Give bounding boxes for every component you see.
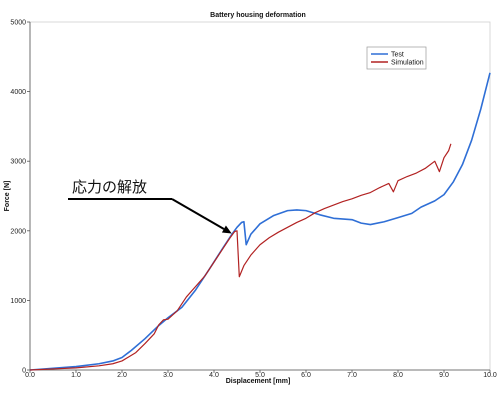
y-tick-label: 2000 bbox=[10, 228, 26, 235]
annotation-text: 応力の解放 bbox=[72, 178, 147, 196]
x-tick-label: 3.0 bbox=[163, 372, 173, 379]
legend: Test Simulation bbox=[366, 46, 427, 70]
x-tick-label: 7.0 bbox=[347, 372, 357, 379]
legend-label-simulation: Simulation bbox=[391, 60, 424, 67]
legend-label-test: Test bbox=[391, 52, 404, 59]
x-tick-label: 2.0 bbox=[117, 372, 127, 379]
y-tick-label: 3000 bbox=[10, 159, 26, 166]
y-tick-label: 4000 bbox=[10, 89, 26, 96]
annotation: 応力の解放 bbox=[68, 178, 232, 234]
x-tick-label: 8.0 bbox=[393, 372, 403, 379]
y-tick-label: 0 bbox=[22, 368, 26, 375]
x-axis-ticks: 0.0 1.0 2.0 3.0 4.0 5.0 6.0 7.0 8.0 9.0 10.0 bbox=[25, 370, 497, 379]
annotation-arrow bbox=[171, 198, 225, 230]
series-layer bbox=[29, 72, 491, 371]
x-tick-label: 9.0 bbox=[439, 372, 449, 379]
y-tick-label: 1000 bbox=[10, 298, 26, 305]
legend-box bbox=[366, 46, 427, 70]
x-tick-label: 1.0 bbox=[71, 372, 81, 379]
chart-title: Battery housing deformation bbox=[210, 12, 306, 19]
x-tick-label: 5.0 bbox=[255, 372, 265, 379]
annotation-arrowhead bbox=[221, 225, 232, 234]
series-line-simulation bbox=[29, 143, 452, 371]
x-tick-label: 4.0 bbox=[209, 372, 219, 379]
x-axis-title: Displacement [mm] bbox=[226, 378, 291, 385]
x-tick-label: 10.0 bbox=[483, 372, 497, 379]
y-axis-ticks: 0 1000 2000 3000 4000 5000 bbox=[10, 20, 30, 375]
y-tick-label: 5000 bbox=[10, 20, 26, 27]
y-axis-title: Force [N] bbox=[4, 181, 11, 212]
x-tick-label: 0.0 bbox=[25, 372, 35, 379]
series-line-test bbox=[29, 72, 491, 371]
x-tick-label: 6.0 bbox=[301, 372, 311, 379]
